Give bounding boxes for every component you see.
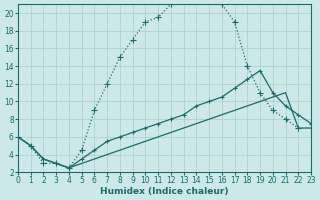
X-axis label: Humidex (Indice chaleur): Humidex (Indice chaleur) [100,187,229,196]
